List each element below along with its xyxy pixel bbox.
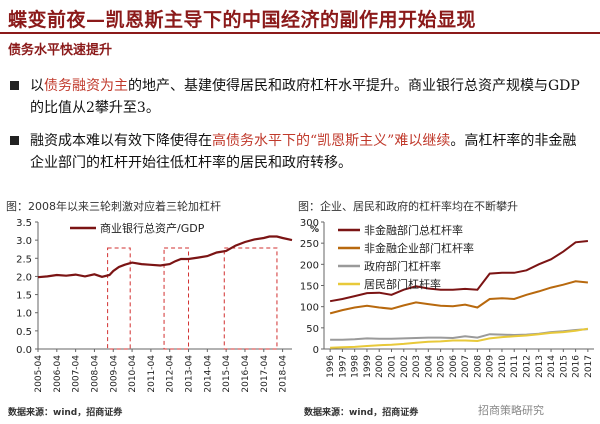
x-tick-label: 2016-04 [241, 355, 251, 393]
x-tick-label: 1999 [363, 355, 373, 378]
section-subtitle: 债务水平快速提升 [8, 43, 113, 58]
page-title: 蝶变前夜—凯恩斯主导下的中国经济的副作用开始显现 [8, 9, 477, 31]
series-line-bank-assets-gdp [37, 235, 293, 279]
x-tick-label: 2005 [437, 355, 447, 378]
x-tick-label: 2003 [412, 355, 422, 378]
y-tick-label: 150 [300, 282, 319, 293]
bullet-square-icon [10, 81, 19, 90]
x-tick-label: 2009-04 [109, 355, 119, 393]
bullet-text: 以债务融资为主的地产、基建使得居民和政府杠杆水平提升。商业银行总资产规模与GDP… [30, 78, 580, 116]
legend-label-household: 居民部门杠杆率 [364, 277, 441, 291]
x-tick-label: 2015 [559, 355, 569, 378]
x-tick-label: 2010 [498, 355, 508, 378]
x-tick-label: 2008-04 [90, 355, 100, 393]
bullet-text: 融资成本难以有效下降使得在高债务水平下的“凯恩斯主义”难以继续。高杠杆率的非金融… [30, 133, 577, 171]
stimulus-period-box [163, 247, 190, 350]
left-chart-caption: 图：2008年以来三轮刺激对应着三轮加杠杆 [6, 200, 221, 213]
x-tick-label: 2009 [486, 355, 496, 378]
y-tick-label: 2.0 [16, 272, 32, 283]
x-tick-label: 2012-04 [166, 355, 176, 393]
x-tick-label: 2004 [424, 355, 434, 378]
series-line-government [330, 328, 588, 341]
bullet-point-1: 以债务融资为主的地产、基建使得居民和政府杠杆水平提升。商业银行总资产规模与GDP… [10, 75, 590, 119]
x-tick-label: 2011-04 [147, 355, 157, 393]
legend-label-nonfinancial-corporate: 非金融企业部门杠杆率 [364, 241, 474, 255]
x-tick-label: 2002 [400, 355, 410, 378]
legend-label: 商业银行总资产/GDP [100, 221, 205, 235]
bullet-point-2: 融资成本难以有效下降使得在高债务水平下的“凯恩斯主义”难以继续。高杠杆率的非金融… [10, 130, 590, 174]
watermark: 招商策略研究 [478, 404, 544, 417]
x-tick-label: 1998 [351, 355, 361, 378]
right-chart-caption: 图：企业、居民和政府的杠杆率均在不断攀升 [298, 200, 518, 213]
series-line-household [330, 327, 589, 349]
x-tick-label: 2006 [449, 355, 459, 378]
left-line-chart: 0.0 0.5 1.0 1.5 2.0 2.5 3.0 3.5 2005-04 2006-04 20… [16, 218, 293, 393]
x-tick-label: 2017-04 [260, 355, 270, 393]
x-tick-label: 2007-04 [72, 355, 82, 393]
x-tick-label: 2001 [388, 355, 398, 378]
stimulus-period-box [223, 247, 278, 350]
right-chart-source: 数据来源：wind，招商证券 [304, 408, 419, 418]
x-tick-label: 2011 [510, 355, 520, 378]
y-tick-label: 50 [306, 324, 319, 335]
x-tick-label: 2013 [535, 355, 545, 378]
y-tick-label: 1.5 [16, 291, 32, 302]
y-tick-label: 300 [300, 218, 319, 229]
series-line-nonfinancial-corporate [329, 280, 588, 315]
y-tick-label: 0 [313, 345, 319, 356]
y-tick-label: 2.5 [16, 254, 32, 265]
x-tick-label: 2005-04 [34, 355, 44, 393]
x-tick-label: 2013-04 [185, 355, 195, 393]
x-tick-label: 2014 [547, 355, 557, 378]
y-tick-label: 0.5 [16, 327, 32, 338]
x-tick-label: 1997 [338, 355, 348, 378]
y-tick-label: 100 [300, 303, 319, 314]
x-tick-label: 1996 [326, 355, 336, 378]
x-tick-label: 2000 [375, 355, 385, 378]
x-tick-label: 2010-04 [128, 355, 138, 393]
y-tick-label: 3.0 [16, 236, 32, 247]
y-tick-label: 1.0 [16, 309, 32, 320]
x-tick-label: 2017 [584, 355, 594, 378]
y-tick-label: 3.5 [16, 218, 32, 229]
x-tick-label: 2006-04 [53, 355, 63, 393]
series-line-total-nonfinancial [329, 240, 589, 303]
x-tick-label: 2007 [461, 355, 471, 378]
stimulus-period-box [107, 247, 131, 350]
legend-label-government: 政府部门杠杆率 [364, 259, 441, 273]
legend-label-total-nonfinancial: 非金融部门总杠杆率 [364, 223, 463, 237]
x-tick-label: 2012 [523, 355, 533, 378]
y-tick-label: 0.0 [16, 345, 32, 356]
title-rule [0, 32, 600, 34]
y-tick-label: 250 [300, 239, 319, 250]
y-tick-label: 200 [300, 260, 319, 271]
x-tick-label: 2015-04 [222, 355, 232, 393]
x-tick-label: 2008 [473, 355, 483, 378]
left-chart-source: 数据来源：wind，招商证券 [8, 408, 123, 418]
bullet-square-icon [10, 136, 19, 145]
x-tick-label: 2016 [572, 355, 582, 378]
x-tick-label: 2014-04 [203, 355, 213, 393]
y-unit-label: % [310, 225, 319, 235]
x-tick-label: 2018-04 [279, 355, 289, 393]
